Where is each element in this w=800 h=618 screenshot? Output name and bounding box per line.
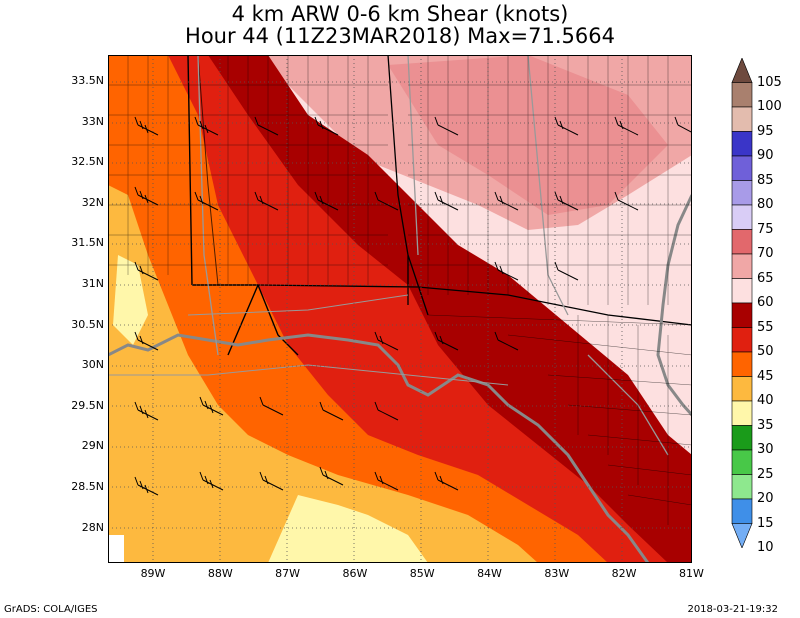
colorbar-label: 25 [757, 466, 774, 482]
colorbar [731, 58, 753, 548]
colorbar-label: 45 [757, 368, 774, 384]
colorbar-segment [731, 229, 753, 255]
longitude-label: 81W [678, 567, 704, 580]
latitude-label: 32.5N [71, 155, 104, 169]
colorbar-segment [731, 474, 753, 500]
colorbar-segment [731, 82, 753, 108]
shear-band-35 [108, 185, 538, 563]
latitude-label: 32N [81, 195, 104, 209]
colorbar-segment [731, 253, 753, 279]
longitude-label: 85W [409, 567, 435, 580]
colorbar-segment [731, 327, 753, 353]
colorbar-label: 105 [757, 74, 782, 90]
colorbar-segment [731, 400, 753, 426]
colorbar-segment [731, 425, 753, 451]
longitude-label: 84W [477, 567, 502, 580]
colorbar-label: 15 [757, 515, 774, 531]
colorbar-label: 20 [757, 491, 774, 506]
wind-barbs [134, 116, 692, 496]
latitude-label: 33.5N [71, 74, 104, 87]
map-subtitle: Hour 44 (11Z23MAR2018) Max=71.5664 [185, 24, 615, 48]
footer-software: GrADS: COLA/IGES [4, 604, 98, 615]
colorbar-label: 30 [757, 442, 774, 457]
latitude-label: 29N [81, 439, 104, 453]
colorbar-label: 75 [757, 221, 774, 237]
latitude-label: 33N [81, 114, 104, 128]
latitude-label: 30N [81, 358, 104, 372]
colorbar-label: 95 [757, 123, 774, 139]
shear-band-30 [268, 495, 428, 563]
shear-band-30-west [113, 255, 148, 345]
colorbar-segment [731, 376, 753, 402]
longitude-label: 86W [342, 567, 368, 580]
colorbar-label: 35 [757, 417, 774, 433]
longitude-label: 83W [544, 567, 570, 580]
latitude-label: 29.5N [71, 398, 104, 412]
colorbar-segment [731, 58, 753, 83]
map-title: 4 km ARW 0-6 km Shear (knots) [231, 2, 569, 26]
colorbar-label: 55 [757, 319, 774, 335]
colorbar-segment [731, 351, 753, 377]
colorbar-segment [731, 204, 753, 230]
longitude-label: 82W [611, 567, 637, 580]
longitude-label: 89W [140, 567, 166, 580]
latitude-label: 30.5N [71, 317, 104, 331]
latitude-label: 28N [81, 520, 104, 534]
footer-timestamp: 2018-03-21-19:32 [687, 604, 778, 615]
latitude-label: 31.5N [71, 236, 104, 250]
colorbar-label: 90 [757, 148, 774, 163]
shear-map [108, 55, 692, 563]
colorbar-segment [731, 523, 753, 548]
latitude-label: 31N [81, 277, 104, 290]
colorbar-label: 60 [757, 295, 774, 310]
colorbar-segment [731, 498, 753, 524]
colorbar-label: 10 [757, 540, 774, 555]
latitude-label: 28.5N [71, 480, 104, 493]
colorbar-label: 50 [757, 344, 774, 359]
colorbar-label: 70 [757, 246, 774, 261]
colorbar-label: 40 [757, 393, 774, 408]
longitude-label: 88W [207, 567, 233, 580]
colorbar-segment [731, 131, 753, 157]
colorbar-label: 80 [757, 197, 774, 212]
colorbar-label: 100 [757, 99, 782, 114]
colorbar-label: 85 [757, 172, 774, 188]
longitude-label: 87W [275, 567, 301, 580]
colorbar-segment [731, 449, 753, 475]
colorbar-segment [731, 278, 753, 304]
colorbar-label: 65 [757, 270, 774, 286]
colorbar-segment [731, 180, 753, 206]
colorbar-segment [731, 155, 753, 181]
colorbar-segment [731, 106, 753, 132]
colorbar-segment [731, 302, 753, 328]
shear-band-60 [258, 55, 692, 230]
